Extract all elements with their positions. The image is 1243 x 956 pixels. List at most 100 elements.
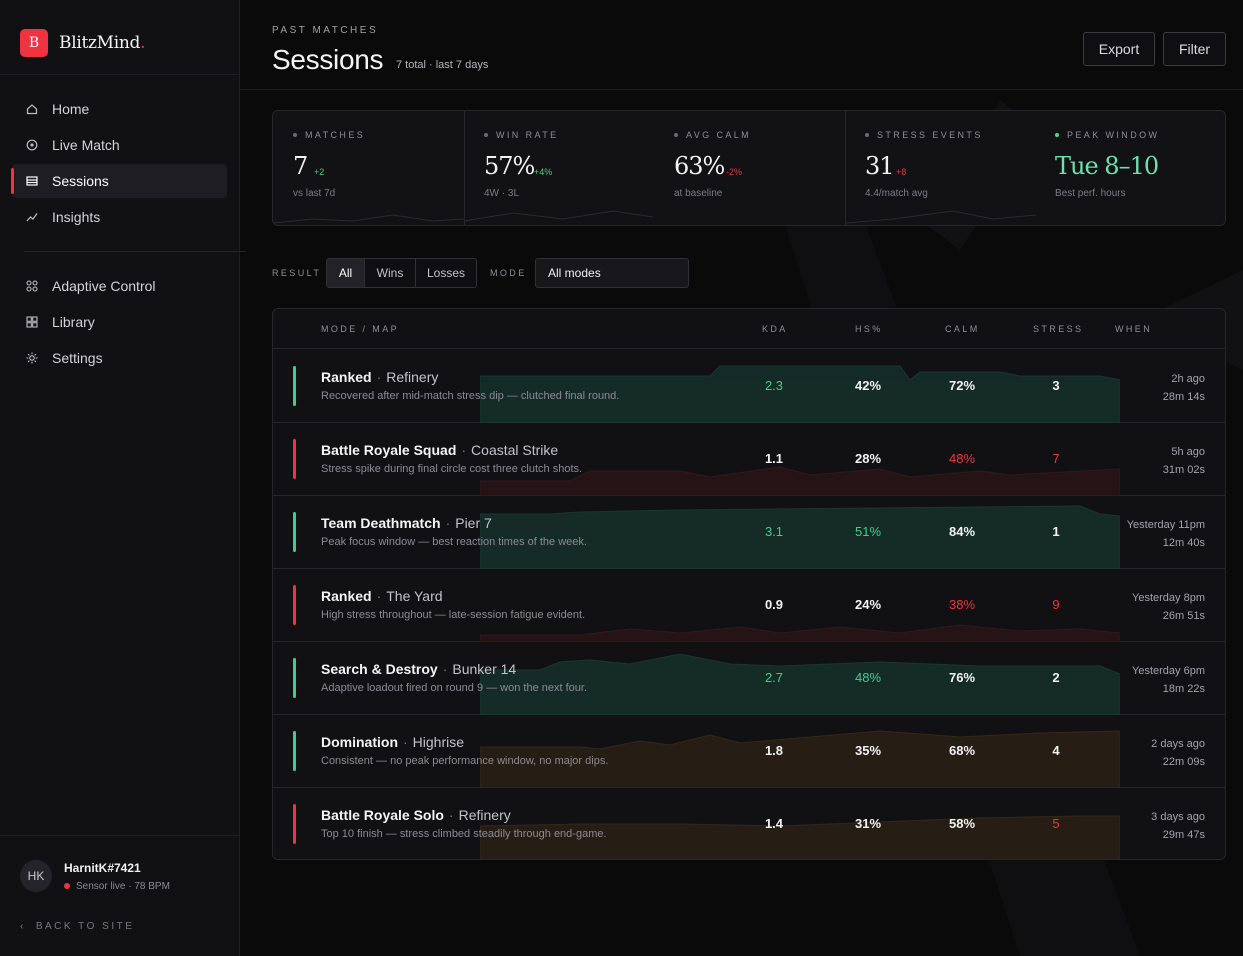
table-row[interactable]: Battle Royale Squad · Coastal Strike Stres…: [273, 423, 1225, 496]
live-dot-icon: [64, 883, 70, 889]
result-indicator: [293, 731, 296, 771]
cell-kda: 2.3: [764, 378, 784, 393]
session-time: 3 days ago: [1151, 811, 1205, 823]
cell-when: Yesterday 8pm 26m 51s: [1132, 589, 1205, 625]
mode-select[interactable]: All modes: [535, 258, 689, 288]
bullet-icon: [293, 133, 297, 137]
sidebar-item-label: Library: [52, 314, 95, 330]
session-map: Highrise: [412, 734, 465, 750]
session-map: Coastal Strike: [471, 442, 559, 458]
column-mode-map[interactable]: MODE / MAP: [321, 324, 400, 334]
session-title: Team Deathmatch · Pier 7: [321, 515, 492, 531]
stat-divider: [464, 111, 465, 225]
insights-icon: [26, 211, 38, 223]
cell-calm: 68%: [948, 743, 976, 758]
title-separator: ·: [376, 588, 382, 604]
brand[interactable]: B BlitzMind.: [20, 29, 146, 57]
stat-value: Tue 8–10: [1055, 152, 1159, 180]
sessions-icon: [26, 175, 38, 187]
session-mode: Team Deathmatch: [321, 515, 441, 531]
title-separator: ·: [442, 661, 448, 677]
session-time: 5h ago: [1171, 446, 1205, 458]
sidebar-item-insights[interactable]: Insights: [12, 200, 227, 234]
sidebar-item-adaptive-control[interactable]: Adaptive Control: [12, 269, 227, 303]
sidebar-item-home[interactable]: Home: [12, 92, 227, 126]
page-title: Sessions: [272, 44, 384, 75]
session-sparkline: [480, 505, 1120, 569]
sidebar-divider: [0, 74, 240, 75]
column-hs[interactable]: HS%: [855, 324, 883, 334]
result-indicator: [293, 658, 296, 698]
sidebar-item-live-match[interactable]: Live Match: [12, 128, 227, 162]
user-name: HarnitK#7421: [64, 860, 141, 875]
table-row[interactable]: Team Deathmatch · Pier 7 Peak focus window…: [273, 496, 1225, 569]
session-sparkline: [480, 815, 1120, 859]
sidebar-divider: [0, 835, 240, 836]
sidebar-item-sessions[interactable]: Sessions: [11, 164, 227, 198]
cell-hs: 48%: [854, 670, 882, 685]
session-duration: 12m 40s: [1162, 537, 1205, 549]
session-mode: Ranked: [321, 369, 372, 385]
table-row[interactable]: Battle Royale Solo · Refinery Top 10 finis…: [273, 788, 1225, 859]
stat-value: 57%: [484, 152, 535, 180]
filter-button[interactable]: Filter: [1163, 32, 1226, 66]
mode-filter-label: MODE: [490, 268, 527, 278]
cell-hs: 28%: [854, 451, 882, 466]
user-profile[interactable]: HK HarnitK#7421 Sensor live · 78 BPM: [20, 860, 170, 892]
session-description: Peak focus window — best reaction times …: [321, 536, 587, 548]
sidebar-item-settings[interactable]: Settings: [12, 341, 227, 375]
stat-note: 4W · 3L: [484, 188, 520, 199]
sidebar-item-label: Live Match: [52, 137, 120, 153]
stat-label-text: WIN RATE: [496, 130, 559, 140]
cell-stress: 2: [1052, 670, 1060, 685]
stat-label-text: PEAK WINDOW: [1067, 130, 1160, 140]
stats-panel: MATCHES 7 +2 vs last 7d WIN RATE 57% +4%…: [272, 110, 1226, 226]
table-row[interactable]: Domination · Highrise Consistent — no peak…: [273, 715, 1225, 788]
filter-wins-button[interactable]: Wins: [365, 259, 416, 287]
cell-kda: 1.1: [764, 451, 784, 466]
table-row[interactable]: Ranked · The Yard High stress throughout —…: [273, 569, 1225, 642]
cell-calm: 38%: [948, 597, 976, 612]
session-mode: Search & Destroy: [321, 661, 438, 677]
stat-delta: +8: [896, 167, 907, 177]
filter-all-button[interactable]: All: [327, 259, 365, 287]
export-button[interactable]: Export: [1083, 32, 1155, 66]
cell-when: 5h ago 31m 02s: [1163, 443, 1205, 479]
session-duration: 26m 51s: [1162, 610, 1205, 622]
home-icon: [26, 103, 38, 115]
sidebar-item-label: Sessions: [52, 173, 109, 189]
cell-stress: 7: [1052, 451, 1060, 466]
back-to-site-link[interactable]: ‹ BACK TO SITE: [20, 921, 134, 932]
stat-label: MATCHES: [293, 130, 365, 140]
table-row[interactable]: Ranked · Refinery Recovered after mid-matc…: [273, 350, 1225, 423]
column-stress[interactable]: STRESS: [1033, 324, 1084, 334]
bullet-icon: [1055, 133, 1059, 137]
session-duration: 29m 47s: [1162, 829, 1205, 841]
live-icon: [26, 139, 38, 151]
cell-kda: 3.1: [764, 524, 784, 539]
column-when[interactable]: WHEN: [1115, 324, 1153, 334]
cell-hs: 31%: [854, 816, 882, 831]
title-separator: ·: [376, 369, 382, 385]
session-time: Yesterday 11pm: [1126, 519, 1205, 531]
session-map: Bunker 14: [452, 661, 517, 677]
column-kda[interactable]: KDA: [762, 324, 788, 334]
column-calm[interactable]: CALM: [945, 324, 980, 334]
stat-value: 63%: [674, 152, 725, 180]
cell-calm: 84%: [948, 524, 976, 539]
sensor-status-text: Sensor live · 78 BPM: [76, 880, 170, 892]
table-row[interactable]: Search & Destroy · Bunker 14 Adaptive load…: [273, 642, 1225, 715]
title-separator: ·: [445, 515, 451, 531]
title-separator: ·: [461, 442, 467, 458]
session-duration: 18m 22s: [1162, 683, 1205, 695]
cell-stress: 9: [1052, 597, 1060, 612]
sidebar-item-library[interactable]: Library: [12, 305, 227, 339]
cell-when: 2h ago 28m 14s: [1163, 370, 1205, 406]
stat-note: at baseline: [674, 188, 723, 199]
stat-label-text: MATCHES: [305, 130, 366, 140]
cell-when: 3 days ago 29m 47s: [1151, 808, 1205, 844]
stat-note: Best perf. hours: [1055, 188, 1126, 199]
session-mode: Battle Royale Solo: [321, 807, 444, 823]
filter-losses-button[interactable]: Losses: [426, 266, 466, 280]
session-time: Yesterday 6pm: [1132, 665, 1205, 677]
